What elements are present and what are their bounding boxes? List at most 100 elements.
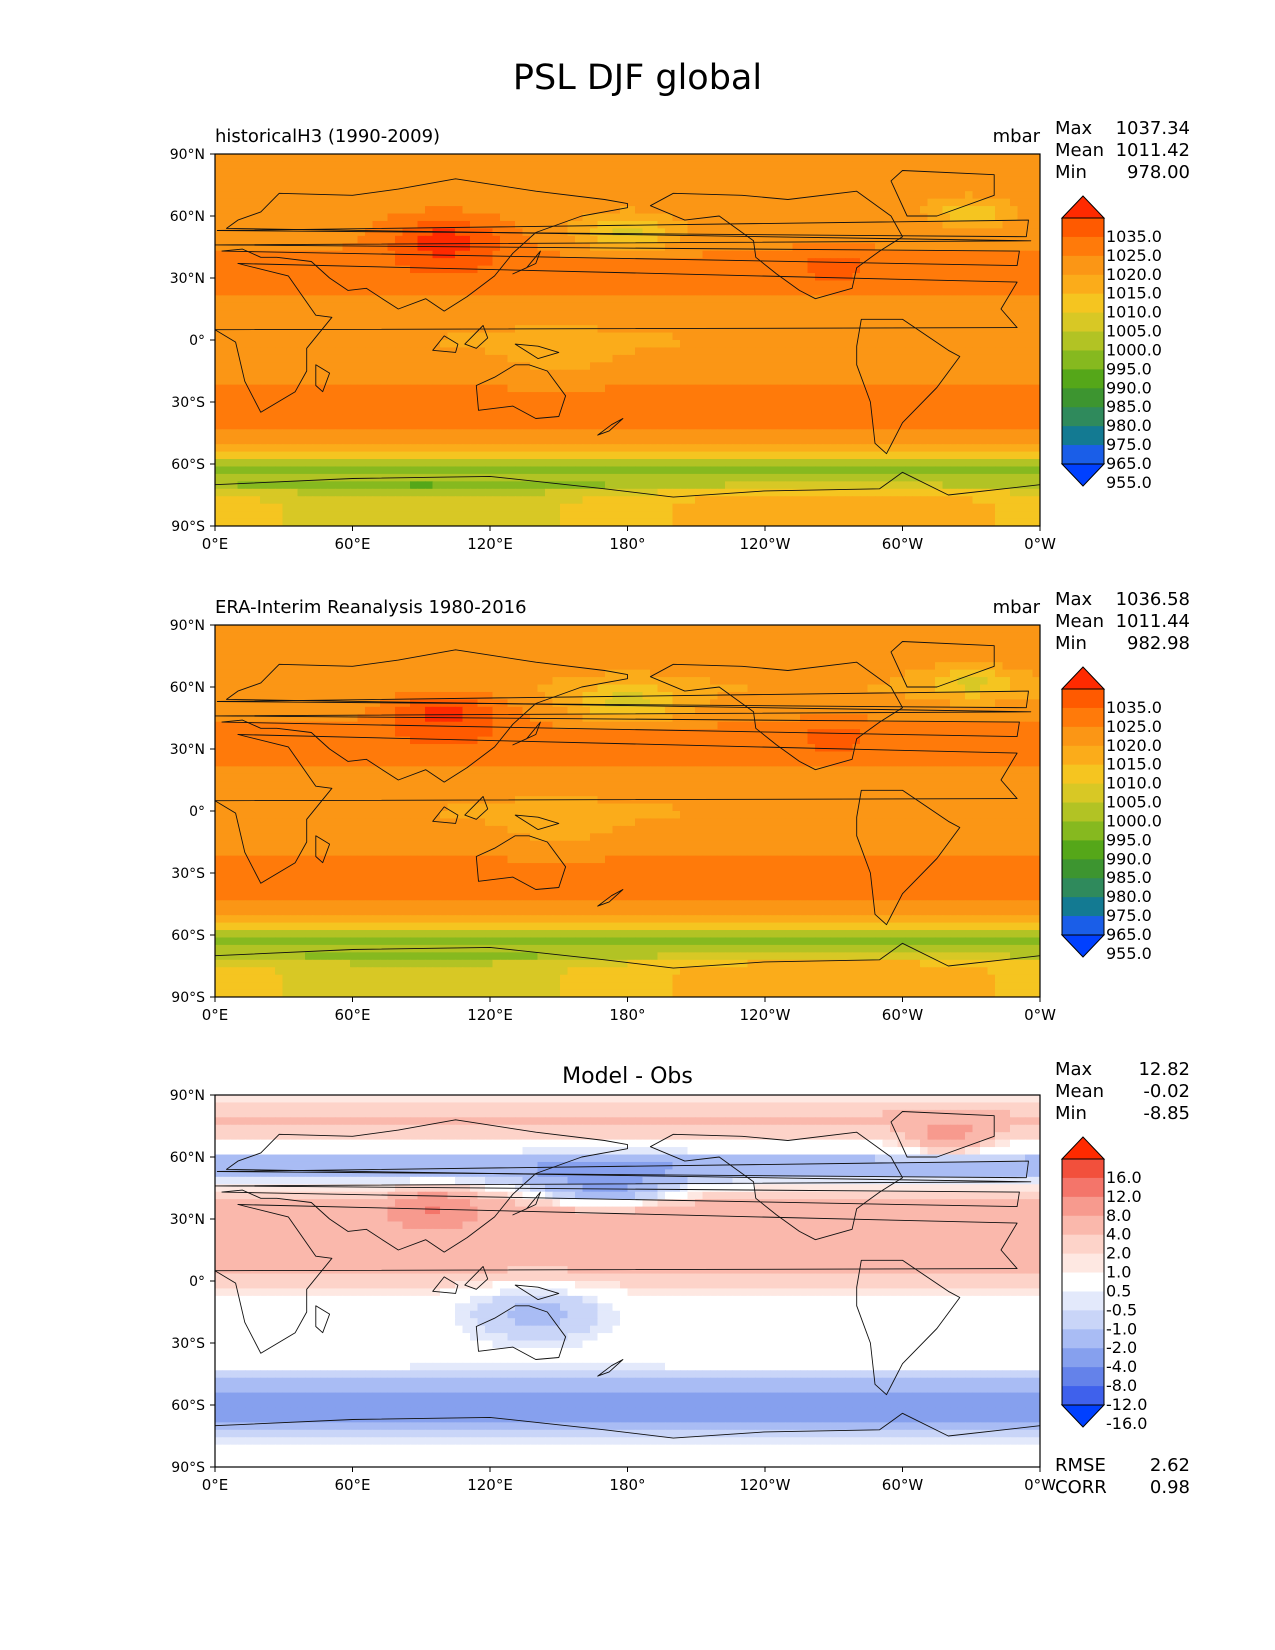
- field-cell: [267, 265, 276, 274]
- field-cell: [792, 317, 801, 326]
- field-cell: [875, 220, 884, 229]
- field-cell: [935, 191, 944, 200]
- field-cell: [717, 287, 726, 296]
- field-cell: [410, 220, 419, 229]
- field-cell: [657, 154, 666, 163]
- field-cell: [327, 206, 336, 215]
- field-cell: [785, 399, 794, 408]
- field-cell: [342, 473, 351, 482]
- field-cell: [650, 399, 659, 408]
- field-cell: [605, 154, 614, 163]
- field-cell: [657, 362, 666, 371]
- field-cell: [342, 287, 351, 296]
- field-cell: [672, 154, 681, 163]
- field-cell: [410, 176, 419, 185]
- field-cell: [942, 384, 951, 393]
- field-cell: [680, 220, 689, 229]
- field-cell: [507, 176, 516, 185]
- field-cell: [642, 183, 651, 192]
- field-cell: [515, 273, 524, 282]
- field-cell: [297, 228, 306, 237]
- field-cell: [687, 206, 696, 215]
- field-cell: [792, 369, 801, 378]
- field-cell: [837, 466, 846, 475]
- field-cell: [342, 295, 351, 304]
- field-cell: [297, 421, 306, 430]
- field-cell: [785, 481, 794, 490]
- field-cell: [230, 399, 239, 408]
- field-cell: [342, 444, 351, 453]
- field-cell: [807, 213, 816, 222]
- field-cell: [725, 302, 734, 311]
- field-cell: [230, 384, 239, 393]
- field-cell: [747, 481, 756, 490]
- field-cell: [492, 198, 501, 207]
- field-cell: [605, 302, 614, 311]
- field-cell: [237, 414, 246, 423]
- field-cell: [1032, 198, 1040, 207]
- field-cell: [845, 243, 854, 252]
- field-cell: [1017, 220, 1026, 229]
- field-cell: [522, 459, 531, 468]
- field-cell: [800, 183, 809, 192]
- field-cell: [590, 317, 599, 326]
- field-cell: [417, 198, 426, 207]
- field-cell: [770, 466, 779, 475]
- field-cell: [620, 206, 629, 215]
- field-cell: [230, 406, 239, 415]
- field-cell: [860, 176, 869, 185]
- field-cell: [867, 317, 876, 326]
- field-cell: [567, 250, 576, 259]
- field-cell: [965, 414, 974, 423]
- field-cell: [342, 220, 351, 229]
- field-cell: [650, 228, 659, 237]
- field-cell: [695, 429, 704, 438]
- field-cell: [470, 473, 479, 482]
- field-cell: [815, 392, 824, 401]
- field-cell: [380, 154, 389, 163]
- field-cell: [500, 488, 509, 497]
- field-cell: [357, 154, 366, 163]
- field-cell: [687, 228, 696, 237]
- field-cell: [560, 399, 569, 408]
- field-cell: [327, 444, 336, 453]
- field-cell: [222, 198, 231, 207]
- field-cell: [650, 459, 659, 468]
- field-cell: [545, 399, 554, 408]
- field-cell: [395, 191, 404, 200]
- field-cell: [852, 310, 861, 319]
- field-cell: [447, 340, 456, 349]
- field-cell: [365, 466, 374, 475]
- field-cell: [635, 340, 644, 349]
- field-cell: [875, 384, 884, 393]
- field-cell: [837, 213, 846, 222]
- field-cell: [815, 332, 824, 341]
- field-cell: [567, 332, 576, 341]
- field-cell: [567, 347, 576, 356]
- field-cell: [672, 310, 681, 319]
- field-cell: [552, 384, 561, 393]
- field-cell: [237, 228, 246, 237]
- field-cell: [560, 302, 569, 311]
- field-cell: [507, 273, 516, 282]
- field-cell: [972, 198, 981, 207]
- field-cell: [282, 421, 291, 430]
- field-cell: [275, 168, 284, 177]
- field-cell: [972, 473, 981, 482]
- field-cell: [762, 392, 771, 401]
- field-cell: [335, 466, 344, 475]
- field-cell: [732, 436, 741, 445]
- field-cell: [755, 258, 764, 267]
- field-cell: [402, 384, 411, 393]
- field-cell: [230, 213, 239, 222]
- field-cell: [395, 384, 404, 393]
- field-cell: [770, 451, 779, 460]
- field-cell: [972, 302, 981, 311]
- field-cell: [755, 414, 764, 423]
- field-cell: [477, 481, 486, 490]
- field-cell: [777, 362, 786, 371]
- field-cell: [297, 295, 306, 304]
- field-cell: [357, 250, 366, 259]
- field-cell: [417, 473, 426, 482]
- field-cell: [372, 168, 381, 177]
